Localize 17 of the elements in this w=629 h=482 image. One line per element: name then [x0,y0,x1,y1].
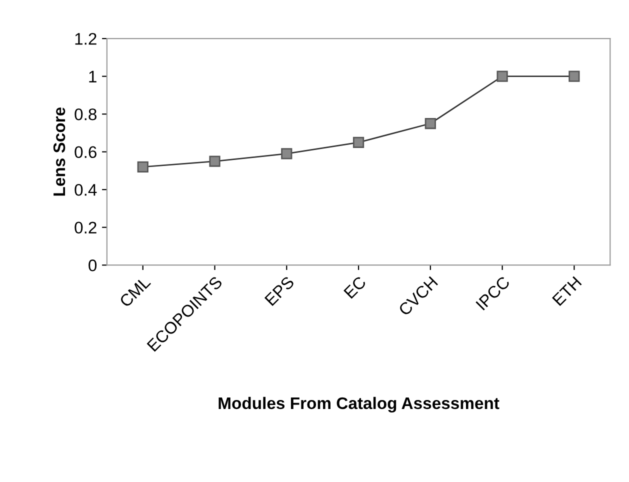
y-tick-label: 0.4 [74,184,97,196]
y-axis-title: Lens Score [53,107,66,196]
point [568,70,580,82]
point [352,136,364,148]
y-tick-label: 1.2 [75,32,96,45]
point [496,70,508,82]
y-tick-label: 1 [89,70,96,82]
y-tick-label: 0 [88,260,97,272]
y-tick-label: 0.2 [74,222,96,234]
point [281,148,292,160]
point [209,156,220,167]
y-tick-label: 0.6 [74,146,96,158]
y-tick-label: 0.8 [74,108,96,120]
point [424,118,436,130]
x-axis-title: Modules From Catalog Assessment [218,396,500,412]
x-tick-label: EC [343,276,367,299]
point [137,161,148,172]
